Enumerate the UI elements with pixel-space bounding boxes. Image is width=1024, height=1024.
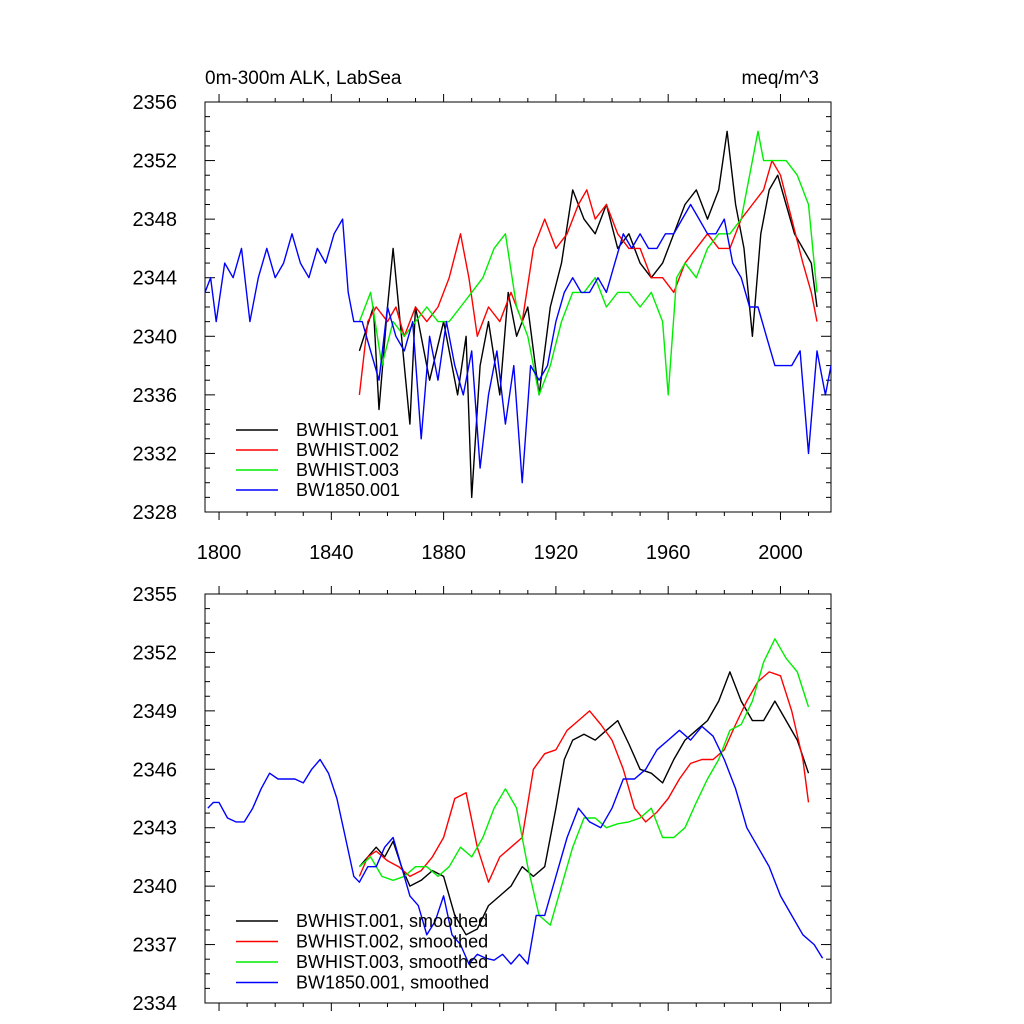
- y-tick-label: 2334: [133, 993, 178, 1015]
- legend-label: BWHIST.002, smoothed: [296, 932, 488, 952]
- y-tick-label: 2343: [133, 818, 178, 840]
- y-tick-label: 2349: [133, 701, 178, 723]
- top-axes: 1800 1840 1880 1920 1960 2000 2328 2332 2336 2340…: [133, 92, 832, 564]
- right-title: meq/m^3: [741, 68, 819, 89]
- x-tick-label: 1960: [646, 542, 691, 564]
- y-tick-label: 2352: [133, 151, 178, 173]
- top-panel: 0m-300m ALK, LabSea meq/m^3 1800 1840 1880…: [133, 68, 832, 564]
- y-tick-label: 2348: [133, 209, 178, 231]
- y-tick-label: 2340: [133, 326, 178, 348]
- bottom-series: [207, 638, 824, 965]
- bottom-axes: 2334 2337 2340 2343 2346 2349 2352 2355: [133, 584, 832, 1015]
- y-tick-label: 2346: [133, 759, 178, 781]
- legend-label: BWHIST.002: [296, 440, 399, 460]
- left-title: 0m-300m ALK, LabSea: [205, 68, 402, 89]
- legend-label: BWHIST.003: [296, 460, 399, 480]
- legend-label: BWHIST.001, smoothed: [296, 911, 488, 931]
- x-tick-label: 1920: [534, 542, 579, 564]
- series-line-bwhist-001: [358, 671, 810, 936]
- y-tick-label: 2352: [133, 642, 178, 664]
- x-tick-label: 2000: [758, 542, 803, 564]
- legend-label: BW1850.001, smoothed: [296, 973, 489, 993]
- legend-label: BWHIST.001: [296, 420, 399, 440]
- y-tick-label: 2340: [133, 876, 178, 898]
- y-tick-label: 2332: [133, 443, 178, 465]
- series-line-bwhist-002: [358, 159, 818, 395]
- x-tick-label: 1840: [309, 542, 354, 564]
- x-tick-label: 1880: [421, 542, 466, 564]
- y-tick-label: 2328: [133, 502, 178, 524]
- legend-label: BWHIST.003, smoothed: [296, 952, 488, 972]
- series-line-bwhist-001: [358, 130, 818, 499]
- series-line-bwhist-003: [358, 638, 810, 926]
- series-line-bwhist-002: [358, 671, 810, 883]
- series-line-bw1850-001: [204, 203, 832, 484]
- y-tick-label: 2344: [133, 268, 178, 290]
- top-series: [204, 130, 832, 499]
- series-line-bwhist-003: [358, 130, 818, 396]
- y-tick-label: 2337: [133, 935, 178, 957]
- bottom-panel: 2334 2337 2340 2343 2346 2349 2352 2355 BWHIST.…: [133, 584, 832, 1015]
- series-line-bw1850-001: [207, 725, 824, 965]
- y-tick-label: 2355: [133, 584, 178, 606]
- y-tick-label: 2356: [133, 92, 178, 114]
- y-tick-label: 2336: [133, 385, 178, 407]
- x-tick-label: 1800: [197, 542, 242, 564]
- legend-label: BW1850.001: [296, 480, 400, 500]
